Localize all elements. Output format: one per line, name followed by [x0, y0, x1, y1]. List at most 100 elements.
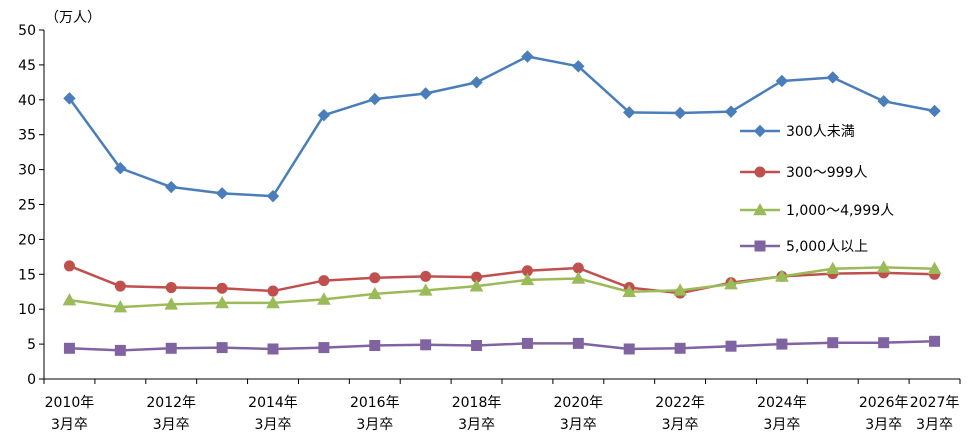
- legend-label: 300～999人: [786, 165, 867, 181]
- x-tick-label-month: 3月卒: [255, 417, 292, 433]
- data-point: [266, 295, 280, 309]
- series-line: [69, 340, 935, 352]
- x-tick-label-month: 3月卒: [916, 417, 953, 433]
- data-point: [826, 71, 839, 84]
- data-point: [165, 342, 177, 354]
- data-point: [928, 104, 941, 118]
- data-point: [216, 342, 228, 354]
- legend-marker: [753, 124, 767, 138]
- data-point: [470, 76, 483, 89]
- data-point: [572, 60, 585, 73]
- data-point: [876, 260, 891, 273]
- data-point: [369, 339, 381, 351]
- data-point: [215, 187, 229, 200]
- x-axis-ticks: 2010年 3月卒 2012年 3月卒 2014年 3月卒 2016年 3月卒 2018年 3月卒…: [43, 379, 961, 433]
- x-tick-label-year: 2024年: [757, 395, 807, 411]
- data-point: [572, 337, 584, 349]
- data-point: [164, 297, 179, 310]
- legend-marker: [753, 202, 767, 216]
- data-point: [420, 270, 432, 282]
- data-point: [775, 74, 789, 88]
- data-point: [724, 105, 738, 118]
- y-tick-label: 30: [18, 163, 36, 179]
- data-point: [420, 339, 432, 351]
- y-tick-label: 40: [18, 93, 36, 109]
- data-point: [62, 293, 77, 306]
- data-point: [267, 285, 279, 297]
- legend-item-3: 1,000～4,999人: [740, 202, 894, 219]
- x-tick-label-year: 2018年: [452, 395, 502, 411]
- x-tick-label-month: 3月卒: [356, 417, 393, 433]
- data-point: [318, 275, 330, 287]
- series-line: [69, 266, 935, 309]
- data-point: [775, 269, 789, 282]
- x-tick-label-month: 3月卒: [458, 417, 495, 433]
- legend-item-2: 300～999人: [740, 165, 867, 181]
- x-tick-label-year: 2010年: [45, 395, 95, 411]
- data-point: [369, 272, 381, 284]
- data-point: [165, 282, 177, 294]
- data-point: [266, 189, 280, 203]
- data-point: [827, 337, 839, 349]
- data-point: [877, 94, 890, 108]
- x-tick-label-year: 2022年: [655, 395, 705, 411]
- x-tick-label-month: 3月卒: [51, 417, 88, 433]
- y-tick-label: 25: [18, 198, 36, 214]
- y-tick-label: 0: [27, 372, 36, 388]
- legend-marker: [754, 240, 766, 252]
- data-point: [63, 342, 75, 354]
- data-point: [878, 337, 890, 349]
- x-tick-label-year: 2014年: [248, 395, 298, 411]
- data-point: [776, 338, 788, 350]
- x-tick-label-month: 3月卒: [662, 417, 699, 433]
- x-tick-label-year: 2027年: [910, 395, 960, 411]
- data-point: [114, 280, 126, 292]
- data-point: [63, 260, 75, 272]
- data-point: [368, 92, 381, 106]
- y-tick-label: 45: [18, 58, 36, 74]
- data-point: [521, 337, 533, 349]
- y-tick-label: 35: [18, 128, 36, 144]
- data-point: [216, 282, 228, 294]
- y-axis-unit-label: （万人）: [45, 10, 101, 26]
- series-2: [63, 260, 941, 299]
- x-tick-label-month: 3月卒: [153, 417, 190, 433]
- y-tick-label: 20: [18, 232, 36, 248]
- series-3: [62, 260, 942, 313]
- data-point: [929, 335, 941, 347]
- data-point: [215, 295, 229, 309]
- data-point: [724, 277, 738, 290]
- x-tick-label-month: 3月卒: [763, 417, 800, 433]
- data-point: [673, 106, 687, 120]
- legend-label: 300人未満: [786, 124, 855, 140]
- series-4: [63, 335, 941, 356]
- data-point: [622, 284, 637, 298]
- legend-marker: [754, 166, 766, 178]
- data-point: [471, 339, 483, 351]
- data-point: [825, 261, 840, 275]
- series-1: [63, 50, 941, 203]
- y-tick-label: 5: [27, 337, 36, 353]
- data-point: [63, 92, 76, 105]
- legend-item-4: 5,000人以上: [740, 239, 868, 255]
- data-point: [114, 161, 127, 175]
- x-tick-label-year: 2016年: [350, 395, 400, 411]
- data-point: [673, 283, 687, 296]
- data-point: [725, 340, 737, 352]
- data-point: [317, 292, 331, 305]
- x-tick-label-year: 2020年: [554, 395, 604, 411]
- data-point: [623, 106, 636, 119]
- series-line: [68, 264, 935, 295]
- x-tick-label-year: 2026年: [859, 395, 909, 411]
- legend-label: 5,000人以上: [786, 239, 868, 255]
- data-point: [113, 300, 128, 313]
- data-point: [367, 286, 382, 300]
- series-line: [68, 55, 935, 198]
- legend-item-1: 300人未満: [740, 124, 855, 140]
- x-tick-label-month: 3月卒: [560, 417, 597, 433]
- x-tick-label-month: 3月卒: [865, 417, 902, 433]
- x-tick-label-year: 2012年: [146, 395, 196, 411]
- data-point: [927, 261, 942, 275]
- data-point: [469, 279, 484, 292]
